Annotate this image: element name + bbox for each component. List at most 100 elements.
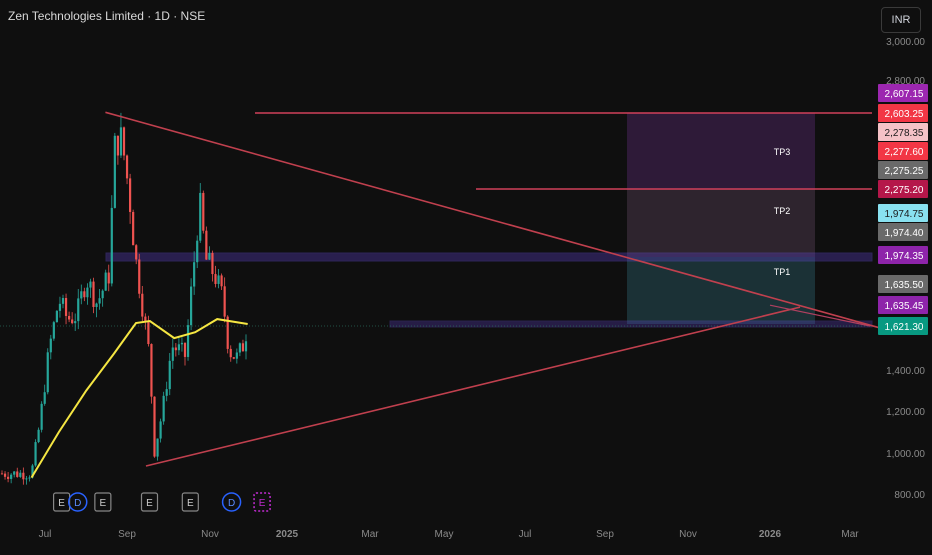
candle-body-54 xyxy=(165,389,168,396)
candle-body-18 xyxy=(55,310,58,323)
candle-body-35 xyxy=(107,272,110,284)
candle-body-56 xyxy=(171,347,174,361)
candle-body-80 xyxy=(244,341,248,352)
candle-body-10 xyxy=(31,465,34,478)
candle-body-58 xyxy=(177,344,180,351)
price-tag-label: 2,603.25 xyxy=(885,109,924,120)
candle-body-42 xyxy=(129,178,132,212)
candle-body-11 xyxy=(34,442,37,466)
candle-body-16 xyxy=(49,338,52,353)
x-tick-label: 2026 xyxy=(759,529,782,540)
price-tag-label: 1,635.50 xyxy=(885,280,924,291)
candle-body-71 xyxy=(217,275,220,284)
candle-body-55 xyxy=(168,360,171,390)
candle-body-5 xyxy=(16,471,19,477)
candle-body-77 xyxy=(235,352,238,359)
dividend-marker-label: D xyxy=(74,498,81,509)
candle-body-32 xyxy=(98,298,101,304)
candle-body-65 xyxy=(199,192,202,241)
candle-body-45 xyxy=(138,259,141,294)
candle-body-2 xyxy=(7,476,10,479)
price-tag-bg xyxy=(878,204,928,222)
earnings-marker-label: E xyxy=(100,498,107,509)
x-tick-label: Sep xyxy=(596,529,614,540)
price-tag-label: 2,278.35 xyxy=(885,128,924,139)
candle-body-3 xyxy=(10,474,13,479)
earnings-marker-icon xyxy=(181,492,199,512)
candle-body-30 xyxy=(92,281,95,307)
y-tick-label: 1,400.00 xyxy=(886,366,925,377)
candle-body-26 xyxy=(80,291,83,299)
candle-body-29 xyxy=(89,281,92,288)
candle-body-53 xyxy=(162,395,165,422)
candle-body-25 xyxy=(77,298,80,322)
candle-body-74 xyxy=(226,316,229,349)
candle-body-46 xyxy=(141,293,144,317)
candle-body-40 xyxy=(122,127,126,156)
candle-body-15 xyxy=(46,352,49,393)
x-tick-label: May xyxy=(435,529,454,540)
candle-body-24 xyxy=(74,321,77,324)
price-tag-bg xyxy=(878,296,928,314)
candle-body-48 xyxy=(147,321,150,345)
candle-body-63 xyxy=(193,262,196,287)
candle-body-19 xyxy=(58,303,62,311)
candle-body-0 xyxy=(0,473,4,475)
target-zone-tp3 xyxy=(627,113,815,189)
target-label-tp3: TP3 xyxy=(774,147,791,157)
candle-body-36 xyxy=(110,207,113,284)
symbol-title[interactable]: Zen Technologies Limited · 1D · NSE xyxy=(8,9,206,23)
candle-body-79 xyxy=(241,343,245,352)
x-tick-label: Sep xyxy=(118,529,136,540)
price-tag-bg xyxy=(878,161,928,179)
candle-body-13 xyxy=(40,403,43,430)
price-tag-label: 1,621.30 xyxy=(885,322,924,333)
candle-body-4 xyxy=(13,471,16,475)
resistance-band xyxy=(105,252,873,262)
y-tick-label: 2,800.00 xyxy=(886,76,925,87)
projection-line xyxy=(769,304,871,327)
candle-body-67 xyxy=(205,230,208,260)
earnings-marker-label: E xyxy=(58,498,65,509)
price-tag-label: 1,974.35 xyxy=(885,251,924,262)
candle-body-28 xyxy=(86,287,89,298)
earnings-marker-label: E xyxy=(146,498,153,509)
candle-body-34 xyxy=(104,272,107,291)
price-tag-bg xyxy=(878,142,928,160)
earnings-marker-icon xyxy=(52,492,71,512)
candle-body-39 xyxy=(119,127,123,156)
dividend-marker-icon xyxy=(67,492,88,512)
y-tick-label: 1,200.00 xyxy=(886,407,925,418)
candle-body-57 xyxy=(174,347,177,351)
candle-body-64 xyxy=(196,240,199,263)
candles-group xyxy=(0,112,248,485)
x-tick-label: Nov xyxy=(679,529,697,540)
candle-body-12 xyxy=(37,429,40,443)
candle-body-17 xyxy=(52,322,55,339)
y-tick-label: 1,000.00 xyxy=(886,449,925,460)
price-tag-bg xyxy=(878,84,928,102)
candle-body-6 xyxy=(19,472,22,477)
x-tick-label: 2025 xyxy=(276,529,299,540)
price-tag-bg xyxy=(878,180,928,198)
earnings-marker-icon xyxy=(140,492,159,512)
candle-body-66 xyxy=(202,192,205,231)
price-tag-label: 1,974.75 xyxy=(885,209,924,220)
candle-body-61 xyxy=(186,325,190,357)
price-tag-bg xyxy=(878,123,928,141)
moving-average-line xyxy=(30,318,248,479)
price-tag-bg xyxy=(878,275,928,293)
candle-body-1 xyxy=(3,473,7,477)
candle-body-23 xyxy=(71,319,74,324)
candle-body-22 xyxy=(68,315,71,320)
candle-body-41 xyxy=(125,155,129,179)
upcoming-earnings-icon xyxy=(253,492,271,512)
x-tick-label: Mar xyxy=(841,529,859,540)
target-label-tp1: TP1 xyxy=(774,267,791,277)
candle-body-27 xyxy=(83,291,86,298)
currency-button[interactable]: INR xyxy=(881,7,921,33)
price-tag-label: 2,275.25 xyxy=(885,166,924,177)
candle-body-9 xyxy=(28,477,31,479)
